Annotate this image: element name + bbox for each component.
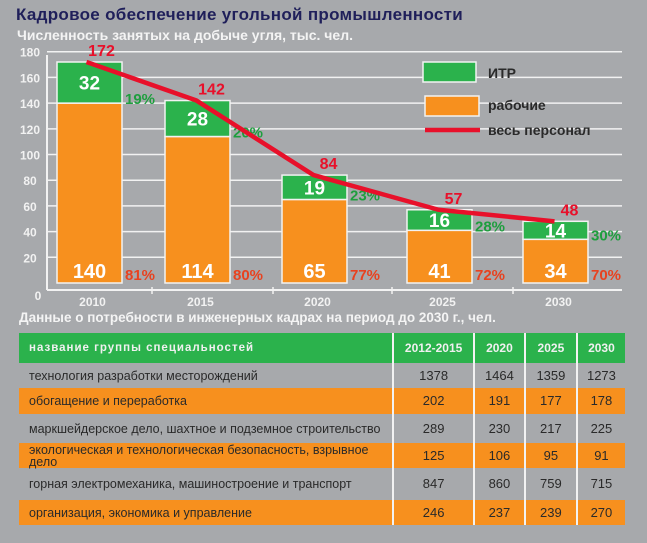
x-tick-label: 2020 — [304, 295, 331, 309]
percent-itr: 28% — [475, 218, 505, 235]
column-header: 2012-2015 — [392, 333, 474, 363]
column-header: 2020 — [472, 333, 525, 363]
bar-value-workers: 34 — [544, 261, 567, 283]
cell-value: 95 — [523, 443, 577, 468]
total-label: 48 — [561, 202, 579, 219]
cell-value: 715 — [575, 468, 625, 500]
bar-value-itr: 16 — [429, 211, 450, 232]
table-row: маркшейдерское дело, шахтное и подземное… — [19, 414, 625, 443]
x-tick-label: 2015 — [187, 295, 214, 309]
bar-chart: 0 20 40 60 80 100 120 140 160 180 140 32 81% 19% 2010 1… — [20, 43, 622, 309]
bar-workers — [281, 198, 348, 284]
bar-value-itr: 28 — [187, 110, 208, 131]
x-tick-label: 2025 — [429, 295, 456, 309]
cell-value: 246 — [392, 500, 474, 525]
row-name: организация, экономика и управление — [19, 500, 394, 525]
row-name: технология разработки месторождений — [19, 363, 394, 388]
demand-table: название группы специальностей 2012-2015 2… — [19, 333, 625, 525]
legend-label-total: весь персонал — [488, 122, 591, 138]
table-title: Данные о потребности в инженерных кадрах… — [19, 310, 496, 325]
bar-value-workers: 114 — [181, 261, 214, 283]
cell-value: 1464 — [472, 363, 525, 388]
row-name: маркшейдерское дело, шахтное и подземное… — [19, 414, 394, 443]
cell-value: 1359 — [523, 363, 577, 388]
bar-value-workers: 65 — [303, 261, 325, 283]
cell-value: 177 — [523, 388, 577, 414]
cell-value: 106 — [472, 443, 525, 468]
y-tick-label: 0 — [35, 289, 42, 303]
cell-value: 860 — [472, 468, 525, 500]
table-header-row: название группы специальностей 2012-2015 2… — [19, 333, 625, 363]
row-name: горная электромеханика, машиностроение и… — [19, 468, 394, 500]
bar-workers — [56, 102, 123, 284]
bar-value-itr: 19 — [304, 178, 325, 199]
cell-value: 237 — [472, 500, 525, 525]
x-tick-label: 2010 — [79, 295, 106, 309]
legend-label-itr: ИТР — [488, 65, 516, 81]
y-tick-label: 140 — [20, 97, 40, 111]
y-tick-label: 100 — [20, 149, 40, 163]
percent-workers: 81% — [125, 267, 155, 284]
y-tick-label: 80 — [23, 174, 37, 188]
total-line — [85, 59, 555, 224]
row-name: экологическая и технологическая безопасн… — [19, 443, 394, 468]
table-row: обогащение и переработка 202 191 177 178 — [19, 388, 625, 414]
bar-value-itr: 14 — [545, 221, 567, 242]
legend-label-workers: рабочие — [488, 97, 546, 113]
cell-value: 230 — [472, 414, 525, 443]
column-header: 2025 — [523, 333, 577, 363]
table-row: экологическая и технологическая безопасн… — [19, 443, 625, 468]
percent-workers: 70% — [591, 267, 621, 284]
cell-value: 270 — [575, 500, 625, 525]
total-label: 142 — [198, 82, 225, 99]
y-tick-label: 180 — [20, 46, 40, 60]
legend-swatch-workers — [424, 95, 480, 117]
cell-value: 125 — [392, 443, 474, 468]
total-label: 57 — [445, 191, 463, 208]
bar-value-itr: 32 — [79, 74, 100, 95]
cell-value: 91 — [575, 443, 625, 468]
bar-workers — [406, 229, 473, 284]
bar-value-workers: 41 — [428, 261, 450, 283]
cell-value: 217 — [523, 414, 577, 443]
table-row: организация, экономика и управление 246 23… — [19, 500, 625, 525]
cell-value: 1378 — [392, 363, 474, 388]
chart-title: Численность занятых на добыче угля, тыс.… — [17, 27, 353, 43]
column-header: 2030 — [575, 333, 625, 363]
cell-value: 289 — [392, 414, 474, 443]
cell-value: 178 — [575, 388, 625, 414]
percent-itr: 19% — [125, 91, 155, 108]
bar-workers — [522, 238, 589, 284]
total-label: 172 — [88, 43, 115, 60]
table-row: горная электромеханика, машиностроение и… — [19, 468, 625, 500]
cell-value: 191 — [472, 388, 525, 414]
y-tick-label: 60 — [23, 200, 37, 214]
total-label: 84 — [320, 156, 338, 173]
cell-value: 239 — [523, 500, 577, 525]
cell-value: 759 — [523, 468, 577, 500]
percent-workers: 72% — [475, 267, 505, 284]
bar-itr — [164, 99, 231, 138]
cell-value: 1273 — [575, 363, 625, 388]
bar-value-workers: 140 — [73, 261, 106, 283]
cell-value: 847 — [392, 468, 474, 500]
legend-swatch-itr — [422, 61, 477, 83]
y-tick-label: 160 — [20, 71, 40, 85]
bar-workers — [164, 135, 231, 284]
bar-itr — [522, 220, 589, 241]
row-name: обогащение и переработка — [19, 388, 394, 414]
y-tick-label: 40 — [23, 226, 37, 240]
percent-workers: 80% — [233, 267, 263, 284]
cell-value: 225 — [575, 414, 625, 443]
y-tick-label: 20 — [23, 251, 37, 265]
cell-value: 202 — [392, 388, 474, 414]
page-title: Кадровое обеспечение угольной промышленн… — [16, 5, 464, 24]
table-row: технология разработки месторождений 1378 1… — [19, 363, 625, 388]
y-tick-label: 120 — [20, 123, 40, 137]
x-tick-label: 2030 — [545, 295, 572, 309]
column-header: название группы специальностей — [19, 333, 394, 363]
percent-workers: 77% — [350, 267, 380, 284]
percent-itr: 30% — [591, 227, 621, 244]
